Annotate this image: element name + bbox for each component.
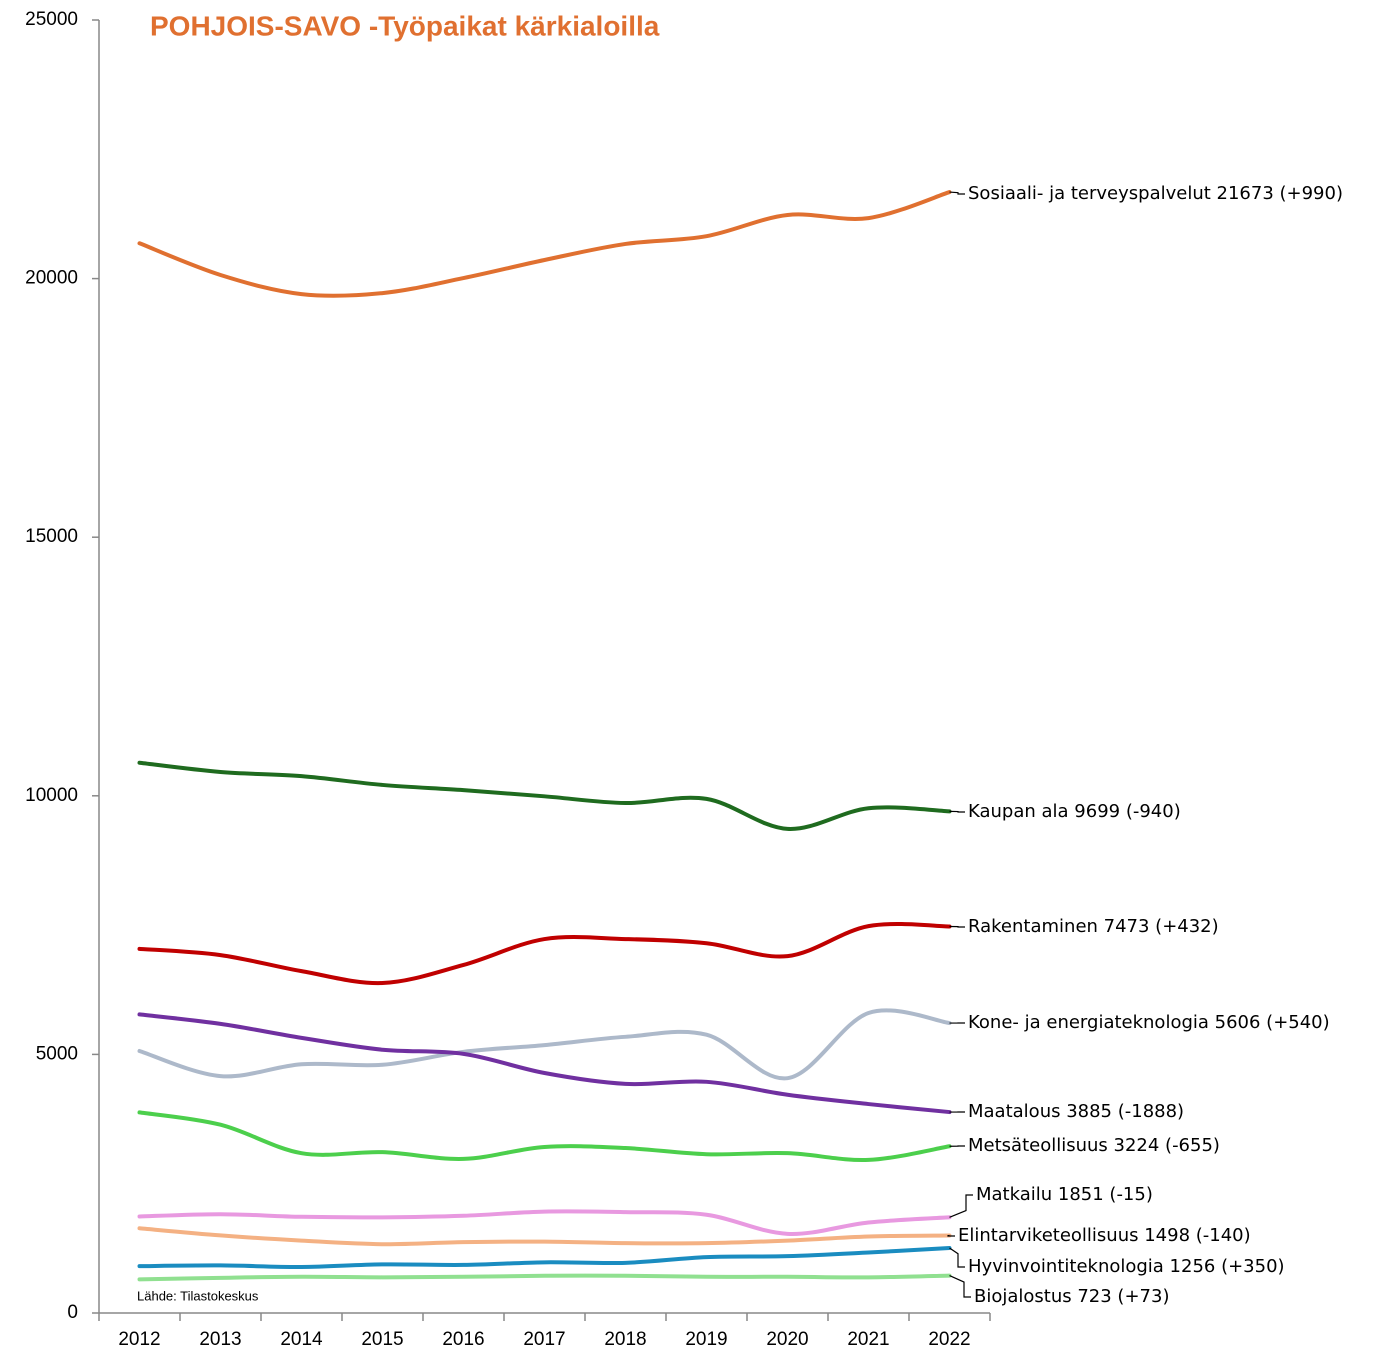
series-label: Kaupan ala 9699 (-940): [968, 801, 1181, 822]
x-tick-label: 2016: [442, 1329, 484, 1349]
series-line: [137, 760, 952, 831]
series-line: [137, 1209, 952, 1236]
leader-line: [949, 1275, 971, 1298]
chart-title: POHJOIS-SAVO -Työpaikat kärkialoilla: [150, 10, 660, 41]
series-line: [137, 190, 952, 298]
leader-line: [949, 925, 965, 928]
x-tick-label: 2015: [361, 1329, 403, 1349]
series-label: Maatalous 3885 (-1888): [968, 1101, 1184, 1122]
series-line: [137, 1226, 952, 1247]
series-label: Hyvinvointiteknologia 1256 (+350): [968, 1256, 1285, 1277]
x-tick-label: 2022: [928, 1329, 970, 1349]
y-tick-label: 20000: [25, 268, 78, 289]
x-tick-label: 2020: [766, 1329, 808, 1349]
series-line: [137, 1273, 952, 1282]
leader-line: [949, 1194, 973, 1218]
x-tick-label: 2021: [847, 1329, 889, 1349]
leader-line: [949, 1247, 965, 1268]
series-label: Metsäteollisuus 3224 (-655): [968, 1135, 1220, 1156]
x-tick-label: 2019: [685, 1329, 727, 1349]
leader-line: [949, 810, 965, 813]
y-tick-label: 10000: [25, 785, 78, 806]
series-line: [137, 1246, 952, 1269]
series-label: Elintarviketeollisuus 1498 (-140): [958, 1225, 1251, 1246]
series-label: Sosiaali- ja terveyspalvelut 21673 (+990…: [968, 183, 1343, 204]
x-tick-label: 2012: [118, 1329, 160, 1349]
x-tick-label: 2018: [604, 1329, 646, 1349]
series-label: Rakentaminen 7473 (+432): [968, 916, 1219, 937]
y-tick-label: 5000: [36, 1043, 78, 1064]
leader-line: [949, 191, 965, 195]
source: Lähde: Tilastokeskus: [137, 1288, 259, 1303]
series-line: [137, 1110, 952, 1163]
series-line: [137, 1012, 952, 1115]
y-tick-label: 25000: [25, 9, 78, 30]
series-line: [137, 1008, 952, 1081]
x-tick-label: 2017: [523, 1329, 565, 1349]
x-tick-label: 2014: [280, 1329, 323, 1349]
series-label: Kone- ja energiateknologia 5606 (+540): [968, 1012, 1330, 1033]
series-label: Matkailu 1851 (-15): [976, 1184, 1153, 1205]
y-tick-label: 0: [67, 1302, 78, 1323]
y-tick-label: 15000: [25, 526, 78, 547]
x-tick-label: 2013: [199, 1329, 241, 1349]
series-line: [137, 922, 952, 986]
series-label: Biojalostus 723 (+73): [974, 1286, 1169, 1307]
